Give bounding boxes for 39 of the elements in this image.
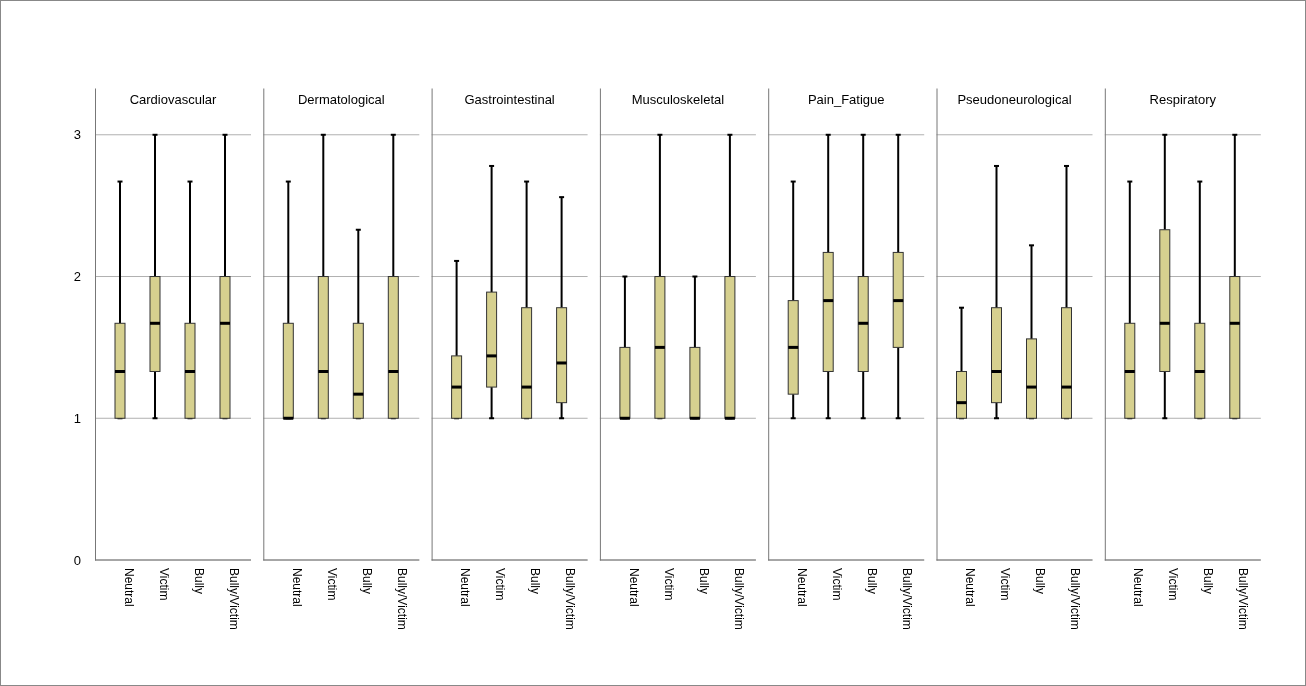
x-tick-label: Neutral [794,568,809,607]
y-tick-label: 2 [73,269,81,285]
x-tick-label: Victim [661,568,676,601]
x-tick-label: Bully/Victim [563,568,578,630]
x-tick-label: Bully [1033,568,1048,595]
chart-title: Cardiovascular [129,92,218,107]
y-tick-label: 3 [73,127,81,143]
x-tick-label: Bully/Victim [899,568,914,630]
chart-title: Respiratory [1149,92,1217,107]
chart-title: Pain_Fatigue [807,92,885,107]
x-tick-label: Neutral [290,568,304,607]
x-tick-label: Bully/Victim [226,568,241,630]
x-tick-label: Bully [191,568,206,595]
x-tick-label: Bully [528,568,543,595]
x-tick-label: Neutral [626,568,641,607]
x-tick-label: Victim [325,568,339,601]
x-tick-label: Neutral [121,568,136,607]
x-tick-label: Bully/Victim [1236,568,1251,630]
x-tick-label: Bully [360,568,374,595]
x-tick-label: Neutral [458,568,473,607]
x-tick-label: Neutral [1131,568,1146,607]
x-tick-label: Bully [864,568,879,595]
x-tick-label: Victim [998,568,1013,601]
x-tick-label: Victim [829,568,844,601]
chart-title: Musculoskeletal [631,92,725,107]
x-tick-label: Victim [1166,568,1181,601]
x-tick-label: Victim [156,568,171,601]
x-tick-label: Neutral [963,568,978,607]
chart-title: Pseudoneurological [957,92,1072,107]
y-tick-label: 0 [73,552,81,568]
y-tick-label: 1 [73,410,81,426]
chart-title: Dermatological [297,92,385,107]
x-tick-label: Bully/Victim [1068,568,1083,630]
chart-title: Gastrointestinal [464,92,555,107]
x-tick-label: Bully/Victim [395,568,409,630]
x-tick-label: Bully/Victim [731,568,746,630]
x-tick-label: Bully [1201,568,1216,595]
x-tick-label: Victim [493,568,508,601]
x-tick-label: Bully [696,568,711,595]
